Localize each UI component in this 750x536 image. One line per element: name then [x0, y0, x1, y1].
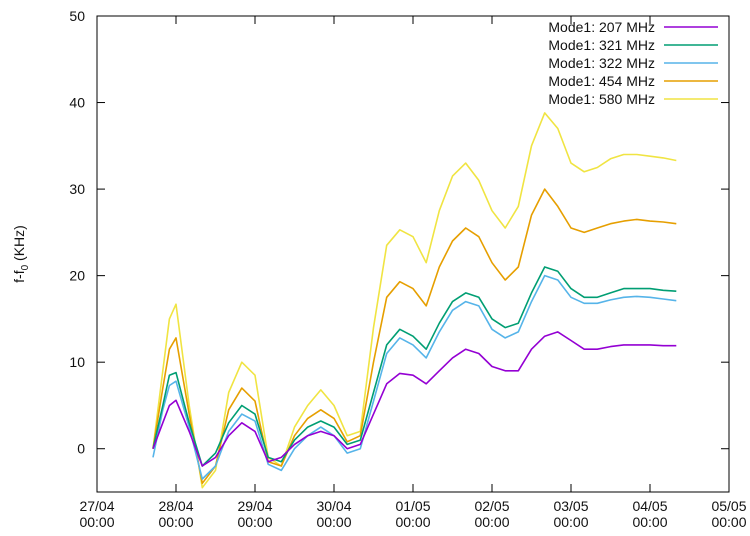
y-tick-label: 50: [69, 8, 85, 24]
x-tick-label-date: 28/04: [158, 498, 193, 514]
x-tick-label-date: 04/05: [632, 498, 667, 514]
series-line-1: [152, 266, 677, 467]
legend-label: Mode1: 580 MHz: [548, 91, 655, 107]
x-tick-label-time: 00:00: [711, 514, 746, 530]
y-axis: 0 10 20 30 40 50: [69, 8, 729, 457]
x-tick-label-date: 29/04: [237, 498, 272, 514]
x-tick-label-time: 00:00: [553, 514, 588, 530]
x-tick-label-time: 00:00: [474, 514, 509, 530]
x-tick-label-date: 30/04: [316, 498, 351, 514]
y-axis-label-unit: (KHz): [11, 225, 27, 265]
series-layer: [152, 112, 677, 489]
x-tick-label-time: 00:00: [316, 514, 351, 530]
legend-label: Mode1: 454 MHz: [548, 73, 655, 89]
legend-label: Mode1: 321 MHz: [548, 37, 655, 53]
series-line-2: [152, 274, 677, 480]
series-line-4: [152, 112, 677, 489]
series-line-3: [152, 188, 677, 485]
x-tick-label-time: 00:00: [632, 514, 667, 530]
y-tick-label: 30: [69, 181, 85, 197]
x-tick-label-date: 05/05: [711, 498, 746, 514]
x-tick-label-time: 00:00: [237, 514, 272, 530]
x-tick-label-date: 01/05: [395, 498, 430, 514]
legend-label: Mode1: 207 MHz: [548, 19, 655, 35]
y-tick-label: 10: [69, 354, 85, 370]
y-axis-label: f-f0 (KHz): [11, 225, 31, 283]
legend: Mode1: 207 MHz Mode1: 321 MHz Mode1: 322 M…: [548, 19, 718, 107]
y-tick-label: 20: [69, 268, 85, 284]
series-line-0: [152, 331, 677, 467]
x-tick-label-date: 03/05: [553, 498, 588, 514]
y-axis-label-sub: 0: [20, 264, 31, 270]
y-tick-label: 40: [69, 95, 85, 111]
x-tick-label-date: 02/05: [474, 498, 509, 514]
x-tick-label-date: 27/04: [79, 498, 114, 514]
y-axis-label-main: f-f: [11, 270, 27, 283]
x-axis: 27/0400:0028/0400:0029/0400:0030/0400:00…: [79, 16, 747, 530]
y-tick-label: 0: [77, 441, 85, 457]
x-tick-label-time: 00:00: [79, 514, 114, 530]
legend-label: Mode1: 322 MHz: [548, 55, 655, 71]
x-tick-label-time: 00:00: [158, 514, 193, 530]
x-tick-label-time: 00:00: [395, 514, 430, 530]
